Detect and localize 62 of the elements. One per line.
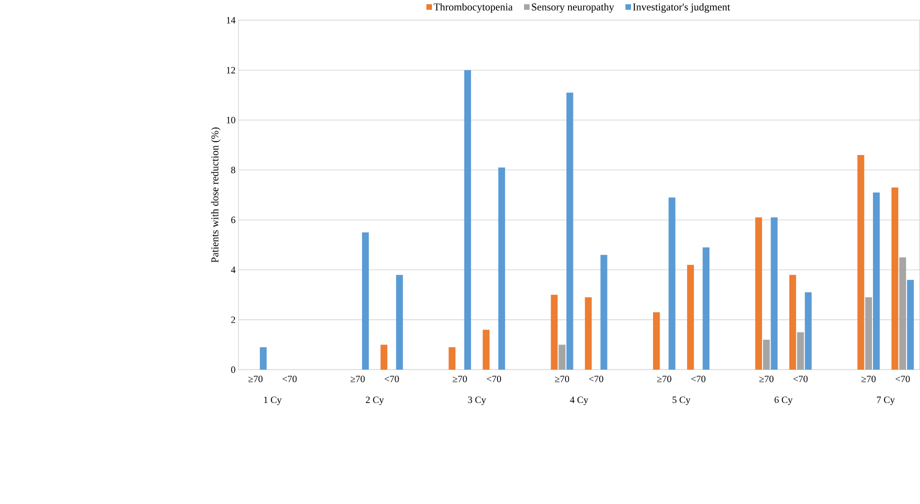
bar [550,294,558,370]
bar [558,344,566,370]
x-tick-label: ≥70 [554,375,570,382]
y-tick-label: 2 [231,316,236,323]
bar [687,264,694,370]
x-tick-label: ≥70 [248,375,263,382]
bar [804,292,812,370]
text: 7 Cy [877,396,895,405]
x-tick-label: ≥70 [350,375,365,382]
x-tick-label: ≥70 [452,375,467,382]
text: 4 Cy [570,396,588,405]
bar [755,217,762,370]
text: 5 Cy [672,396,690,405]
bar [653,312,660,370]
bar [668,197,676,370]
y-tick-label: 0 [231,366,236,373]
bar [600,254,608,370]
x-tick-label: <70 [691,375,706,382]
text: 3 Cy [468,396,486,405]
bar [899,257,906,370]
bar [448,346,456,370]
bar [865,297,872,370]
x-tick-label: <70 [896,375,910,382]
legend-label: Investigator's judgment [633,2,730,12]
bar [464,70,472,370]
text: 1 Cy [264,396,282,405]
bar [498,167,506,370]
bar [702,247,710,370]
x-tick-label: <70 [793,375,808,382]
x-tick-label: <70 [282,375,297,382]
bar [566,92,574,370]
text: 2 Cy [366,396,384,405]
y-tick-label: 12 [226,66,236,74]
legend-label: Sensory neuropathy [532,2,614,12]
y-tick-label: 4 [231,266,236,273]
bar [396,274,403,370]
x-tick-label: <70 [589,375,604,382]
y-tick-label: 14 [226,16,236,24]
bar [872,192,880,370]
x-tick-label: <70 [384,375,399,382]
x-tick-label: ≥70 [862,375,876,382]
bar [907,280,914,370]
bar [482,330,490,370]
bar [380,344,388,370]
bar [797,332,804,370]
x-tick-label: <70 [486,375,502,382]
bar [584,297,592,370]
y-tick-label: 8 [231,166,236,173]
y-axis-title: Patients with dose reduction (%) [211,127,221,262]
legend-label: Thrombocytopenia [434,2,513,12]
bar [362,232,369,370]
y-tick-label: 10 [226,116,236,124]
bar [789,274,796,370]
x-tick-label: ≥70 [657,375,672,382]
bar [260,346,267,370]
bar [891,187,898,370]
y-tick-label: 6 [231,216,236,223]
text: 6 Cy [774,396,793,405]
bar [762,339,770,370]
bar [770,217,778,370]
x-tick-label: ≥70 [759,375,774,382]
bar [857,154,864,370]
